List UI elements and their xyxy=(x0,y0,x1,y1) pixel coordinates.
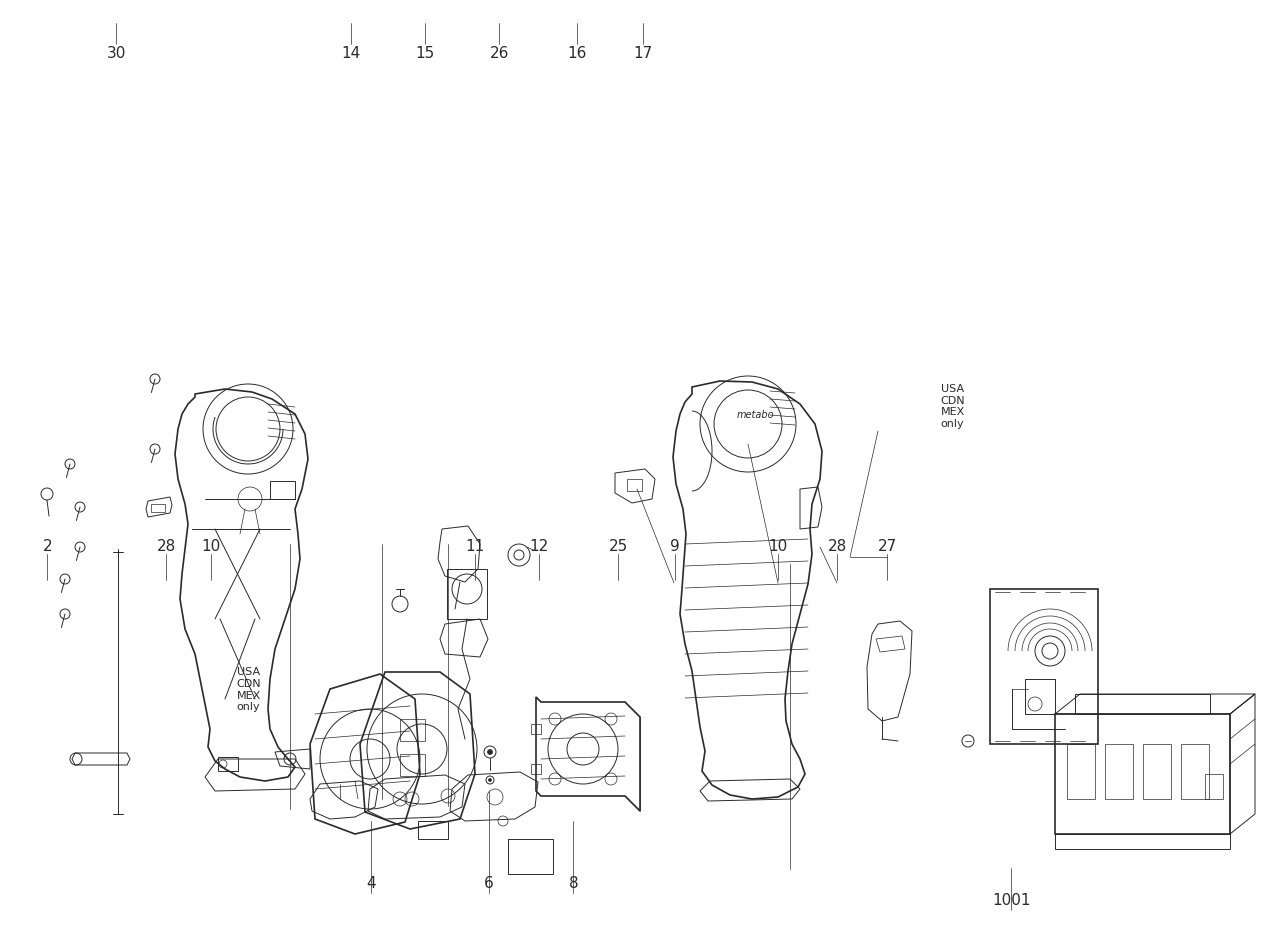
Bar xyxy=(989,589,1098,744)
Text: 26: 26 xyxy=(489,46,509,61)
Bar xyxy=(401,754,425,776)
Bar xyxy=(1055,715,1230,834)
Text: 28: 28 xyxy=(827,538,847,553)
Text: 14: 14 xyxy=(340,46,361,61)
Text: 6: 6 xyxy=(484,875,494,890)
Bar xyxy=(1143,744,1171,800)
Text: USA
CDN
MEX
only: USA CDN MEX only xyxy=(237,666,261,712)
Bar xyxy=(531,765,541,774)
Text: 15: 15 xyxy=(415,46,435,61)
Text: 30: 30 xyxy=(106,46,127,61)
Bar xyxy=(508,839,553,874)
Bar xyxy=(401,719,425,741)
Text: 11: 11 xyxy=(465,538,485,553)
Bar xyxy=(1068,744,1094,800)
Bar xyxy=(1181,744,1210,800)
Bar xyxy=(447,569,486,619)
Bar xyxy=(1025,680,1055,715)
Bar xyxy=(1075,694,1210,715)
Text: 1001: 1001 xyxy=(992,892,1030,907)
Bar xyxy=(627,480,643,492)
Text: 2: 2 xyxy=(42,538,52,553)
Text: 16: 16 xyxy=(567,46,588,61)
Text: 9: 9 xyxy=(669,538,680,553)
Bar xyxy=(1105,744,1133,800)
Text: metabo: metabo xyxy=(736,410,774,419)
Text: 4: 4 xyxy=(366,875,376,890)
Text: 28: 28 xyxy=(156,538,177,553)
Text: 17: 17 xyxy=(632,46,653,61)
Bar xyxy=(270,481,294,499)
Text: USA
CDN
MEX
only: USA CDN MEX only xyxy=(941,383,965,429)
Circle shape xyxy=(488,750,493,754)
Bar xyxy=(151,504,165,513)
Text: 25: 25 xyxy=(608,538,628,553)
Circle shape xyxy=(489,779,492,782)
Bar xyxy=(419,821,448,839)
Bar xyxy=(531,724,541,734)
Bar xyxy=(1204,774,1222,800)
Text: 10: 10 xyxy=(201,538,221,553)
Text: 10: 10 xyxy=(768,538,788,553)
Text: 8: 8 xyxy=(568,875,579,890)
Text: 12: 12 xyxy=(529,538,549,553)
Text: 27: 27 xyxy=(877,538,897,553)
Bar xyxy=(218,757,238,771)
